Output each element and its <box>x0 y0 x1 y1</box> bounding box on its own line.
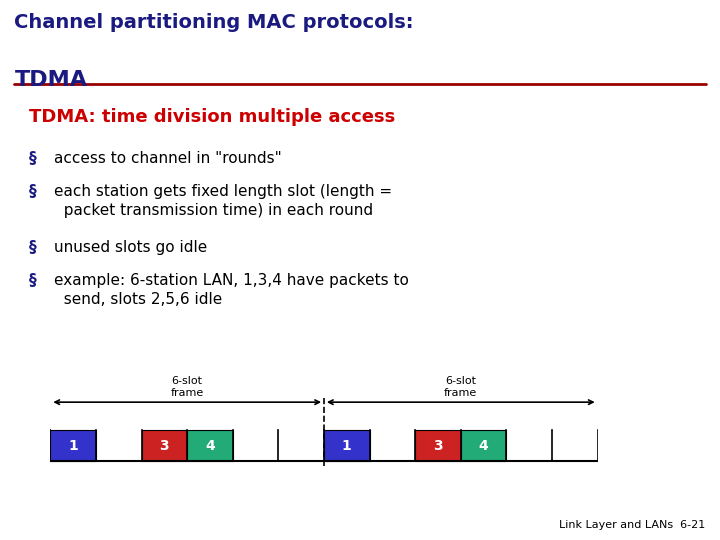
Text: example: 6-station LAN, 1,3,4 have packets to
  send, slots 2,5,6 idle: example: 6-station LAN, 1,3,4 have packe… <box>54 273 409 307</box>
Text: 3: 3 <box>433 438 443 453</box>
Bar <box>324 430 369 461</box>
Text: unused slots go idle: unused slots go idle <box>54 240 207 255</box>
Bar <box>415 430 461 461</box>
Text: access to channel in "rounds": access to channel in "rounds" <box>54 151 282 166</box>
Text: TDMA: time division multiple access: TDMA: time division multiple access <box>29 108 395 126</box>
Bar <box>461 430 506 461</box>
Text: 4: 4 <box>479 438 488 453</box>
Text: Channel partitioning MAC protocols:: Channel partitioning MAC protocols: <box>14 14 414 32</box>
Text: 6-slot
frame: 6-slot frame <box>444 376 477 397</box>
Text: 1: 1 <box>68 438 78 453</box>
Bar <box>187 430 233 461</box>
Text: §: § <box>29 240 37 255</box>
Text: §: § <box>29 273 37 288</box>
Text: §: § <box>29 184 37 199</box>
Bar <box>142 430 187 461</box>
Text: 6-slot
frame: 6-slot frame <box>171 376 204 397</box>
Bar <box>50 430 96 461</box>
Text: Link Layer and LANs  6-21: Link Layer and LANs 6-21 <box>559 520 706 530</box>
Text: 3: 3 <box>160 438 169 453</box>
Text: 1: 1 <box>342 438 351 453</box>
Text: TDMA: TDMA <box>14 70 87 90</box>
Text: 4: 4 <box>205 438 215 453</box>
Text: §: § <box>29 151 37 166</box>
Text: each station gets fixed length slot (length =
  packet transmission time) in eac: each station gets fixed length slot (len… <box>54 184 392 218</box>
